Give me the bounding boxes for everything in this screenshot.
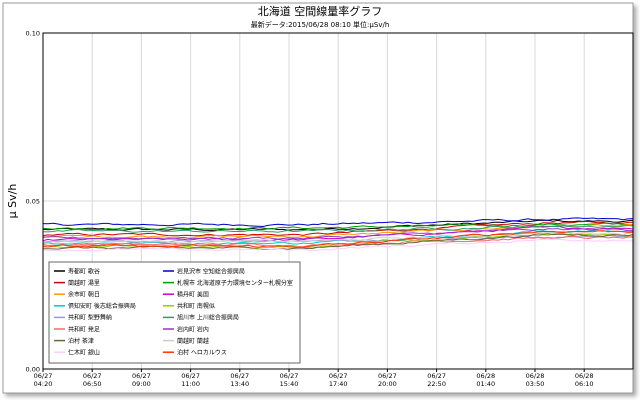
x-tick-date: 06/27 [427, 372, 446, 380]
legend-entry: 岩内町 岩内 [177, 325, 209, 333]
legend-entry: 積丹町 美国 [177, 291, 209, 299]
x-tick-date: 06/27 [280, 372, 299, 380]
legend-entry: 岩見沢市 空知総合振興局 [177, 267, 245, 275]
legend-entry: 寿都町 歌谷 [68, 267, 100, 275]
legend-box [48, 261, 301, 364]
series-line [42, 219, 634, 231]
x-tick-layer: 06/2704:2006/2706:5006/2709:0006/2711:00… [34, 369, 594, 388]
x-tick-time: 09:00 [132, 380, 151, 388]
series-line [42, 228, 633, 240]
x-tick-time: 22:50 [427, 380, 446, 388]
plot-border [42, 32, 634, 370]
legend-entry: 共和町 梨野舞納 [68, 314, 112, 322]
x-tick-time: 06:10 [575, 380, 594, 388]
x-tick-date: 06/27 [34, 372, 53, 380]
legend-entry: 蘭越町 湯里 [68, 279, 100, 287]
series-line [42, 238, 634, 252]
legend-entry: 札幌市 北海道原子力環境センター札幌分室 [177, 279, 293, 287]
x-tick-time: 11:00 [181, 380, 200, 388]
series-line [42, 217, 634, 228]
y-tick-label: 0.10 [26, 30, 40, 38]
y-tick-label: 0.05 [26, 198, 40, 206]
x-tick-date: 06/27 [230, 372, 249, 380]
y-tick-layer: 0.00 0.05 0.10 [26, 30, 40, 374]
x-tick-date: 06/27 [181, 372, 200, 380]
x-tick-time: 20:00 [378, 380, 397, 388]
x-tick-date: 06/27 [83, 372, 102, 380]
x-tick-date: 06/27 [132, 372, 151, 380]
series-line [42, 224, 634, 233]
y-tick-label: 0.00 [26, 366, 40, 374]
chart-title: 北海道 空間線量率グラフ [258, 4, 383, 18]
legend-entry: 共和町 発足 [68, 325, 100, 333]
legend-entry: 蘭越町 蘭越 [177, 337, 209, 345]
x-tick-date: 06/28 [575, 372, 594, 380]
x-tick-time: 17:40 [329, 380, 348, 388]
series-line [42, 222, 634, 231]
x-tick-date: 06/27 [378, 372, 397, 380]
series-line [42, 220, 634, 237]
series-line [42, 230, 634, 249]
legend-entry: 共和町 南幌似 [177, 302, 215, 310]
x-tick-date: 06/28 [476, 372, 495, 380]
series-line [42, 232, 634, 249]
x-tick-date: 06/28 [526, 372, 545, 380]
legend-entry: 余市町 朝日 [68, 291, 100, 299]
x-tick-time: 06:50 [83, 380, 102, 388]
legend-entry: 泊村 茶津 [68, 337, 94, 345]
x-tick-date: 06/27 [329, 372, 348, 380]
chart-subtitle: 最新データ:2015/06/28 08:10 単位:μSv/h [251, 20, 390, 29]
x-tick-time: 04:20 [34, 380, 53, 388]
x-tick-time: 01:40 [476, 380, 495, 388]
series-layer [42, 217, 634, 252]
legend-entry: 倶知安町 後志総合振興局 [68, 302, 136, 310]
y-axis-label: μ Sv/h [6, 184, 19, 219]
legend-entry: 仁木町 銀山 [68, 349, 100, 357]
x-tick-time: 03:50 [526, 380, 545, 388]
legend-entry: 旭川市 上川総合振興局 [177, 314, 239, 322]
legend-entry: 泊村 ヘロカルウス [177, 349, 227, 357]
x-tick-time: 15:40 [280, 380, 299, 388]
x-tick-time: 13:40 [230, 380, 249, 388]
